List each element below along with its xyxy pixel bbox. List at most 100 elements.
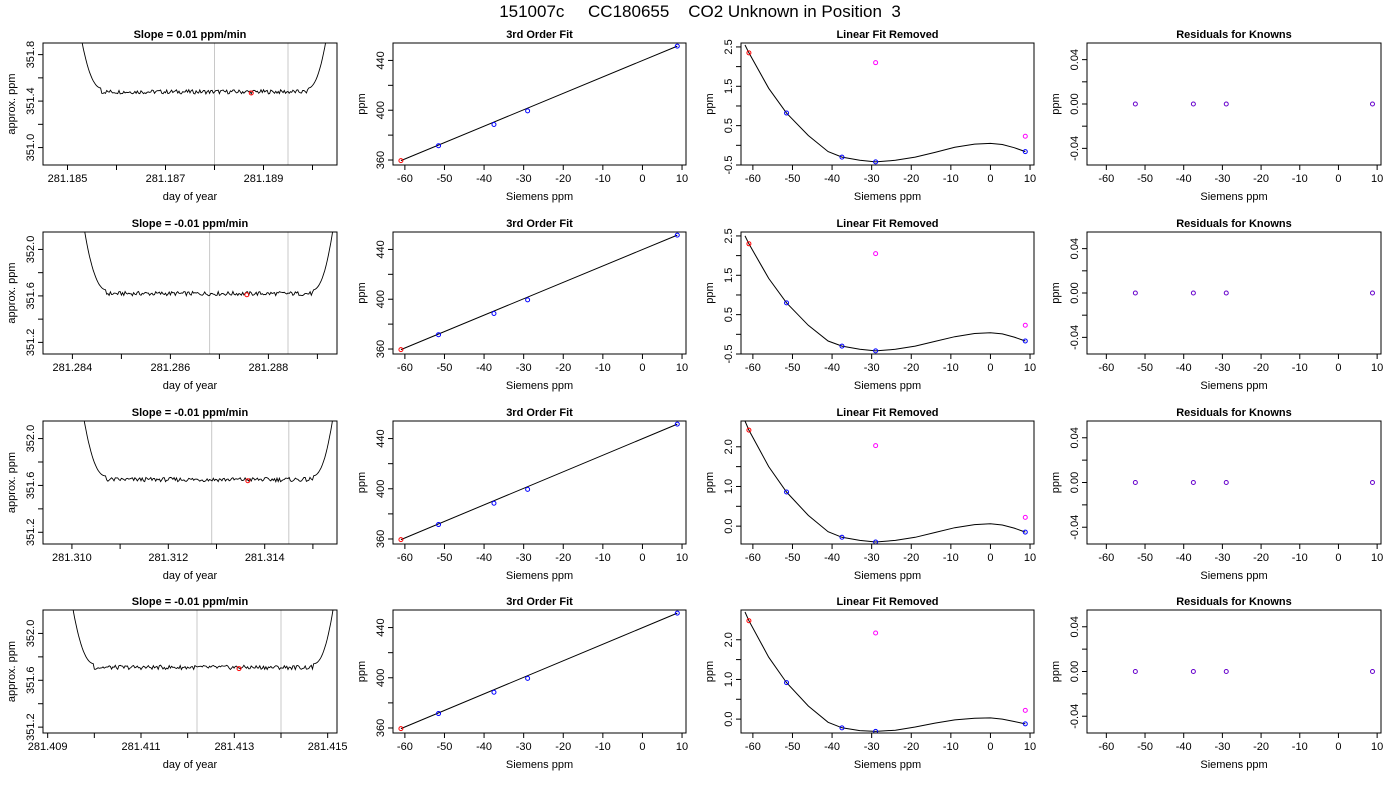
trace-marker	[236, 666, 242, 672]
x-tick-label: -60	[397, 552, 413, 564]
x-tick-label: 10	[1024, 173, 1036, 185]
x-tick-label: -20	[903, 173, 919, 185]
x-tick-label: -30	[864, 362, 880, 374]
data-point	[525, 108, 531, 114]
y-tick-label: 352.0	[25, 620, 37, 648]
x-axis-label: day of year	[163, 380, 218, 392]
plot-area	[398, 421, 680, 543]
x-tick-label: -60	[745, 741, 761, 753]
y-tick-label: 351.8	[25, 41, 37, 69]
plot-frame	[740, 420, 1035, 545]
plot-area	[744, 611, 1028, 733]
panel-r3-c3: Linear Fit Removed -60 -50 -40 -30 -20 -10 0 10 0…	[704, 407, 1036, 582]
x-tick-label: -50	[785, 741, 801, 753]
y-tick-label: 0.04	[1069, 49, 1081, 70]
plot-area	[744, 44, 1028, 165]
x-tick-label: -20	[1253, 552, 1269, 564]
panel-r4-c4: Residuals for Knowns -60 -50 -40 -30 -20 -10 0 1…	[1050, 596, 1383, 771]
x-tick-label: 10	[676, 741, 688, 753]
x-tick-label: -10	[595, 362, 611, 374]
trace-marker	[245, 478, 251, 484]
panel-title: Slope = -0.01 ppm/min	[132, 596, 249, 608]
y-axis-label: ppm	[1050, 93, 1062, 114]
x-tick-label: -30	[864, 741, 880, 753]
panel-r2-c3: Linear Fit Removed -60 -50 -40 -30 -20 -10 0 10 -…	[704, 218, 1036, 392]
x-axis-label: Siemens ppm	[1200, 191, 1267, 203]
x-tick-label: -20	[555, 552, 571, 564]
y-tick-label: -0.04	[1069, 325, 1081, 350]
plot-frame	[1086, 42, 1382, 166]
y-tick-label: -0.5	[723, 156, 735, 175]
x-tick-label: -30	[864, 552, 880, 564]
x-tick-label: 0	[987, 552, 993, 564]
x-tick-label: 10	[1371, 741, 1383, 753]
x-tick-label: 10	[676, 552, 688, 564]
data-point	[784, 300, 790, 306]
y-tick-label: 1.0	[723, 479, 735, 494]
x-tick-label: 0	[1335, 173, 1341, 185]
x-axis-label: Siemens ppm	[1200, 380, 1267, 392]
y-tick-label: 0.00	[1069, 282, 1081, 303]
panel-r2-c2: 3rd Order Fit -60 -50 -40 -30 -20 -10 0 10 360 400…	[356, 218, 688, 392]
y-axis-label: ppm	[704, 93, 716, 114]
panel-title: Residuals for Knowns	[1176, 218, 1292, 230]
data-point	[746, 618, 752, 624]
x-tick-label: -60	[1098, 741, 1114, 753]
data-point	[398, 726, 404, 732]
data-point	[1022, 133, 1028, 139]
x-tick-label: -50	[1137, 362, 1153, 374]
y-tick-label: 2.5	[723, 228, 735, 243]
y-tick-label: -0.5	[723, 345, 735, 364]
y-tick-label: 0.5	[723, 307, 735, 322]
x-tick-label: -50	[785, 173, 801, 185]
panel-title: 3rd Order Fit	[506, 218, 573, 230]
panel-title: 3rd Order Fit	[506, 29, 573, 41]
x-tick-label: -40	[1176, 741, 1192, 753]
plot-frame	[392, 420, 687, 545]
x-tick-label: -20	[903, 741, 919, 753]
y-tick-label: 1.5	[723, 79, 735, 94]
x-axis-label: Siemens ppm	[506, 759, 573, 771]
x-tick-label: -60	[397, 173, 413, 185]
data-point	[525, 675, 531, 681]
x-tick-label: 0	[639, 552, 645, 564]
x-tick-label: 10	[1371, 362, 1383, 374]
panel-title: Slope = 0.01 ppm/min	[134, 29, 247, 41]
plot-frame	[42, 231, 338, 355]
y-tick-label: 2.0	[723, 632, 735, 647]
y-tick-label: 400	[375, 669, 387, 687]
y-tick-label: 360	[375, 530, 387, 548]
data-point	[674, 610, 680, 616]
x-axis-label: day of year	[163, 759, 218, 771]
y-tick-label: -0.04	[1069, 515, 1081, 540]
x-tick-label: -20	[1253, 173, 1269, 185]
data-point	[1022, 322, 1028, 328]
x-tick-label: -40	[824, 362, 840, 374]
y-tick-label: 351.6	[25, 282, 37, 310]
x-tick-label: 281.189	[244, 173, 284, 185]
x-tick-label: -10	[1292, 552, 1308, 564]
data-point	[1022, 514, 1028, 520]
page-title: 151007c CC180655 CO2 Unknown in Position…	[499, 2, 901, 21]
panel-r3-c1: Slope = -0.01 ppm/min 281.310 281.312 281.3…	[6, 407, 338, 582]
x-tick-label: -20	[555, 362, 571, 374]
x-tick-label: -60	[397, 741, 413, 753]
x-tick-label: -40	[1176, 173, 1192, 185]
x-tick-label: 10	[676, 173, 688, 185]
data-point	[436, 711, 442, 717]
x-tick-label: -50	[437, 173, 453, 185]
trace-marker	[248, 90, 254, 96]
y-axis-label: ppm	[356, 661, 368, 682]
panel-title: Linear Fit Removed	[836, 29, 938, 41]
plot-area	[1132, 290, 1375, 296]
x-tick-label: -30	[864, 173, 880, 185]
x-axis-label: day of year	[163, 570, 218, 582]
data-point	[784, 680, 790, 686]
plot-area	[398, 232, 680, 353]
y-tick-label: 0.00	[1069, 472, 1081, 493]
x-tick-label: -10	[943, 552, 959, 564]
y-tick-label: 440	[375, 429, 387, 447]
x-tick-label: -20	[903, 362, 919, 374]
y-tick-label: -0.04	[1069, 704, 1081, 729]
